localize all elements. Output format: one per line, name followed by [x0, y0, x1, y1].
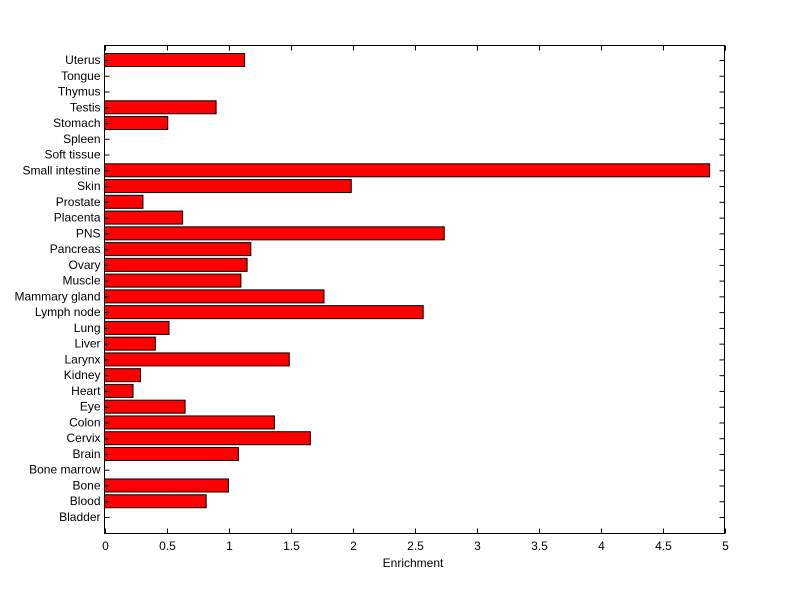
- x-axis-label: Enrichment: [383, 556, 444, 570]
- y-tick-label: Skin: [77, 179, 100, 193]
- x-tick-label: 2: [350, 539, 357, 553]
- bar-small-intestine: [104, 163, 711, 178]
- bar-eye: [104, 399, 186, 414]
- y-tick-label: Prostate: [56, 195, 101, 209]
- y-tick-label: Small intestine: [22, 163, 100, 177]
- bar-skin: [104, 179, 352, 194]
- x-tick-label: 1: [226, 539, 233, 553]
- y-tick-label: Testis: [70, 100, 101, 114]
- bar-lung: [104, 320, 170, 335]
- bar-pns: [104, 226, 445, 241]
- y-tick-label: Larynx: [64, 352, 100, 366]
- bar-bone: [104, 478, 229, 493]
- y-tick-label: Liver: [74, 337, 100, 351]
- y-tick-label: Bone marrow: [29, 463, 101, 477]
- bar-blood: [104, 494, 207, 509]
- y-tick-label: Placenta: [54, 211, 101, 225]
- y-tick-label: Brain: [72, 447, 100, 461]
- y-tick-label: Stomach: [53, 116, 100, 130]
- y-tick-label: Uterus: [65, 53, 100, 67]
- bar-ovary: [104, 257, 248, 272]
- plot-frame: [104, 45, 725, 534]
- bar-larynx: [104, 352, 290, 367]
- y-tick-label: Lung: [74, 321, 101, 335]
- bar-brain: [104, 446, 239, 461]
- y-tick-label: Blood: [70, 494, 101, 508]
- y-tick-label: Lymph node: [35, 305, 101, 319]
- bar-pancreas: [104, 242, 252, 257]
- y-tick-label: Muscle: [62, 274, 100, 288]
- y-tick-label: Eye: [80, 400, 101, 414]
- y-tick-label: Mammary gland: [14, 289, 100, 303]
- x-tick-label: 0.5: [159, 539, 176, 553]
- y-tick-label: Thymus: [58, 85, 101, 99]
- y-tick-label: Cervix: [66, 431, 100, 445]
- y-tick-label: Kidney: [64, 368, 101, 382]
- bar-prostate: [104, 194, 144, 209]
- bar-testis: [104, 100, 217, 115]
- y-tick-label: Ovary: [68, 258, 100, 272]
- bar-uterus: [104, 53, 246, 67]
- bar-muscle: [104, 273, 242, 288]
- y-tick-label: Pancreas: [50, 242, 101, 256]
- bar-liver: [104, 336, 156, 351]
- y-tick-label: Soft tissue: [44, 148, 100, 162]
- y-tick-label: Colon: [69, 415, 100, 429]
- bar-placenta: [104, 210, 184, 225]
- y-tick-label: Bladder: [59, 510, 100, 524]
- x-tick-label: 4: [598, 539, 605, 553]
- y-tick-label: Spleen: [63, 132, 100, 146]
- y-tick-label: PNS: [76, 226, 101, 240]
- x-tick-label: 5: [722, 539, 729, 553]
- y-tick-label: Bone: [72, 478, 100, 492]
- x-tick-label: 1.5: [283, 539, 300, 553]
- x-tick-label: 0: [102, 539, 109, 553]
- bar-colon: [104, 415, 275, 430]
- x-tick-label: 2.5: [407, 539, 424, 553]
- x-tick-label: 4.5: [655, 539, 672, 553]
- bar-lymph-node: [104, 305, 424, 320]
- y-tick-label: Heart: [71, 384, 101, 398]
- y-tick-label: Tongue: [61, 69, 101, 83]
- bar-cervix: [104, 431, 311, 446]
- bar-kidney: [104, 368, 141, 383]
- x-tick-label: 3: [474, 539, 481, 553]
- x-tick-label: 3.5: [531, 539, 548, 553]
- bar-stomach: [104, 116, 169, 131]
- bar-mammary-gland: [104, 289, 325, 304]
